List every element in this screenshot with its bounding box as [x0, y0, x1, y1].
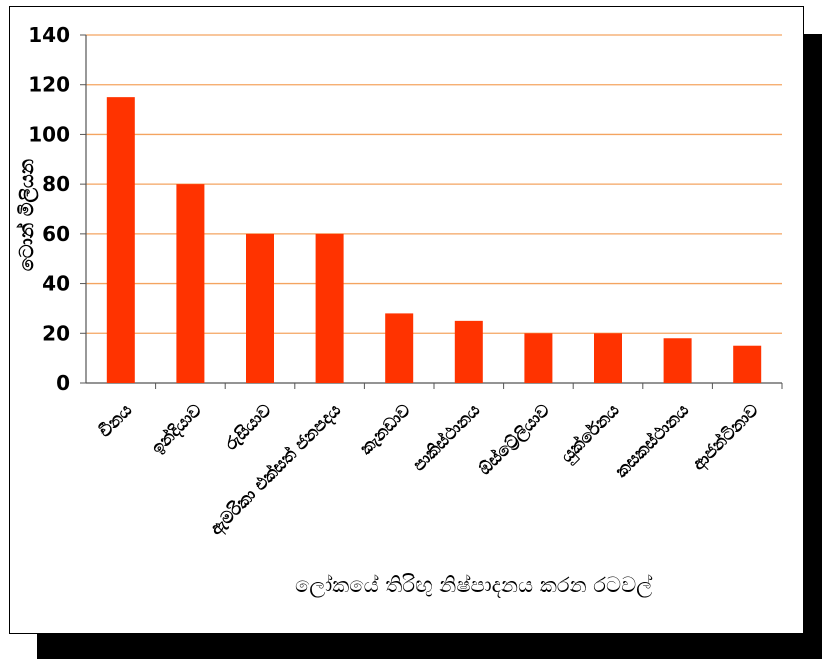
- y-tick-label: 0: [56, 371, 70, 395]
- x-tick-label: කසකස්ථානය: [611, 400, 693, 482]
- x-tick-label: ආජන්ටිනාව: [688, 400, 764, 476]
- bar: [524, 333, 553, 383]
- y-axis-title: ටොන් මිලියන: [16, 158, 39, 271]
- x-tick-label: ඕස්ට්‍රේලියාව: [474, 400, 554, 480]
- x-tick-label: ඉන්දියාව: [147, 400, 207, 460]
- y-tick-label: 100: [28, 122, 70, 146]
- x-axis-title: ලෝකයේ තිරිඟු නිෂ්පාදනය කරන රටවල්: [295, 573, 653, 597]
- bar: [663, 338, 692, 383]
- y-tick-label: 120: [28, 73, 70, 97]
- x-tick-label: පාකිස්ථානය: [408, 400, 484, 476]
- x-tick-label: චීනය: [95, 400, 136, 441]
- y-tick-label: 20: [42, 321, 70, 345]
- y-tick-label: 60: [42, 222, 70, 246]
- bar: [176, 184, 205, 383]
- bars: [106, 97, 762, 384]
- bar: [246, 233, 274, 383]
- y-tick-label: 40: [42, 272, 70, 296]
- bar: [594, 333, 622, 383]
- bar: [733, 345, 762, 383]
- x-tick-label: රුසියාව: [221, 400, 275, 454]
- x-tick-label: කැනඩාව: [356, 400, 415, 459]
- bar: [315, 233, 344, 383]
- y-tick-label: 140: [28, 23, 70, 47]
- y-tick-label: 80: [42, 172, 70, 196]
- x-tick-label: ඇමරිකා එක්සත් ජනපදය: [205, 400, 345, 540]
- bar: [385, 313, 414, 383]
- y-tick-labels: 0 20 40 60 80 100 120 140: [28, 23, 70, 395]
- x-tick-label: යුක්රේනය: [556, 400, 624, 468]
- bar: [454, 320, 483, 383]
- bar: [106, 97, 135, 384]
